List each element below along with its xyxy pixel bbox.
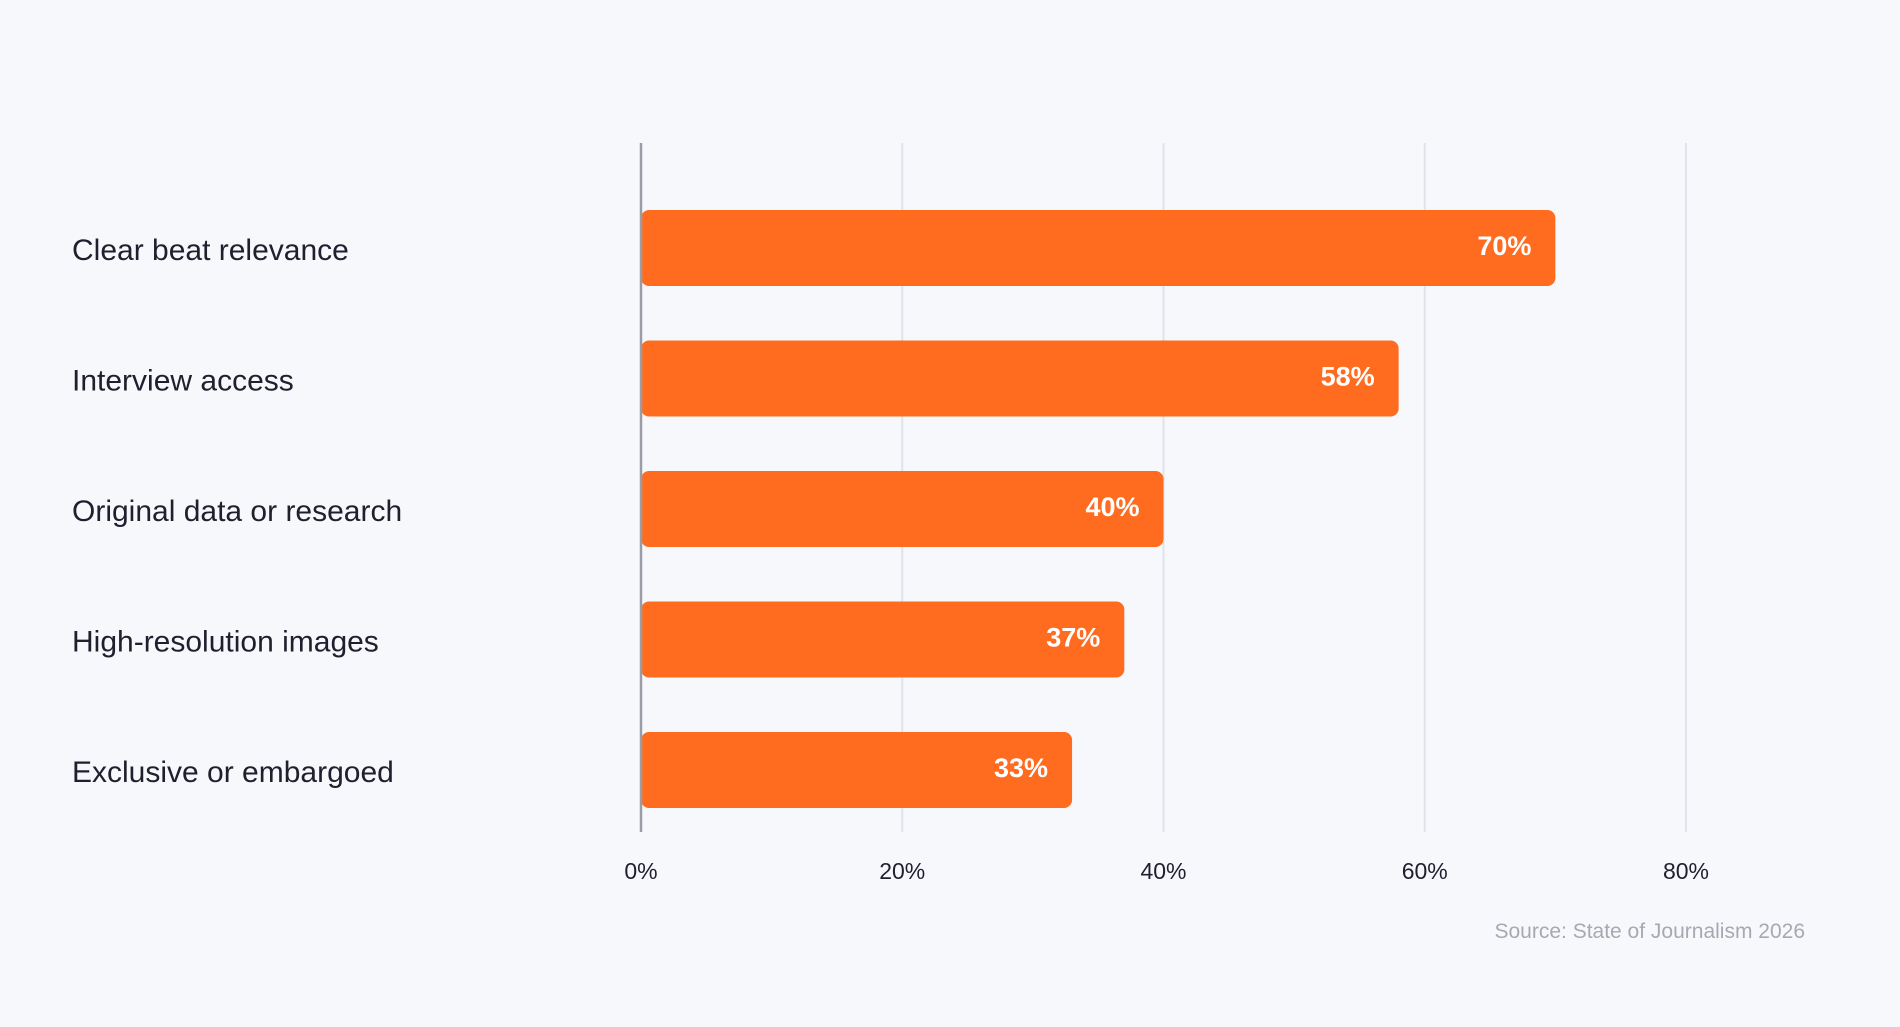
bar [641,601,1125,678]
bar [641,732,1073,808]
x-tick-label: 80% [1663,858,1709,884]
bar [641,471,1164,547]
bar-value-label: 58% [1321,362,1375,392]
bar-value-label: 70% [1477,231,1531,261]
category-label: Interview access [72,364,294,397]
x-tick-label: 20% [879,858,925,884]
x-tick-label: 60% [1402,858,1448,884]
bar [641,340,1399,417]
labels: 0% 20% 40% 60% 80% Clear beat relevance 70% Int… [72,231,1709,884]
category-label: Exclusive or embargoed [72,756,394,789]
bar [641,210,1556,286]
x-tick-label: 40% [1140,858,1186,884]
bar-value-label: 37% [1046,623,1100,653]
x-tick-label: 0% [624,858,657,884]
source-note: Source: State of Journalism 2026 [1494,920,1805,943]
bar-value-label: 33% [994,753,1048,783]
category-label: Clear beat relevance [72,234,349,267]
bars [641,210,1556,808]
category-label: Original data or research [72,495,402,528]
bar-value-label: 40% [1085,492,1139,522]
category-label: High-resolution images [72,625,379,658]
